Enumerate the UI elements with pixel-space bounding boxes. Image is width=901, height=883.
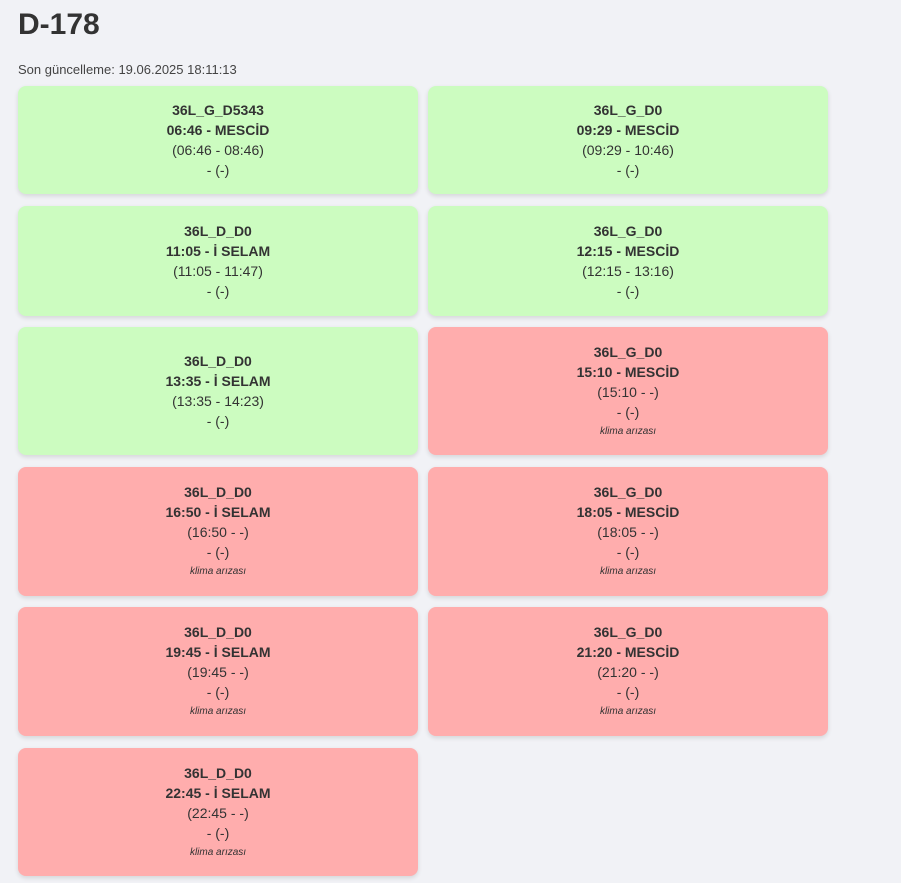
last-updated: Son güncelleme: 19.06.2025 18:11:13 xyxy=(18,62,237,77)
card-extra: - (-) xyxy=(206,413,230,429)
card-extra: - (-) xyxy=(616,403,640,420)
card-range: (12:15 - 13:16) xyxy=(582,263,674,279)
card-code: 36L_D_D0 xyxy=(184,764,252,781)
card-range: (09:29 - 10:46) xyxy=(582,142,674,158)
card-time-place: 12:15 - MESCİD xyxy=(576,243,680,259)
card-note: klima arızası xyxy=(599,425,657,437)
card-extra: - (-) xyxy=(206,684,230,700)
schedule-grid: 36L_G_D5343 06:46 - MESCİD (06:46 - 08:4… xyxy=(18,86,828,876)
schedule-card: 36L_D_D0 16:50 - İ SELAM (16:50 - -) - (… xyxy=(18,467,418,596)
card-time-place: 19:45 - İ SELAM xyxy=(165,644,271,660)
card-code: 36L_D_D0 xyxy=(184,223,252,239)
schedule-card: 36L_G_D0 21:20 - MESCİD (21:20 - -) - (-… xyxy=(428,607,828,736)
card-time-place: 18:05 - MESCİD xyxy=(576,504,680,520)
card-note: klima arızası xyxy=(189,566,247,577)
card-code: 36L_G_D0 xyxy=(593,102,663,118)
card-code: 36L_G_D0 xyxy=(593,624,663,640)
card-time-place: 21:20 - MESCİD xyxy=(576,644,680,660)
card-extra: - (-) xyxy=(616,162,640,178)
card-time-place: 22:45 - İ SELAM xyxy=(165,784,271,801)
card-code: 36L_G_D0 xyxy=(593,223,663,239)
card-extra: - (-) xyxy=(206,283,230,299)
card-range: (15:10 - -) xyxy=(597,383,659,400)
card-time-place: 16:50 - İ SELAM xyxy=(165,504,271,520)
card-extra: - (-) xyxy=(616,283,640,299)
card-time-place: 11:05 - İ SELAM xyxy=(165,243,271,259)
card-range: (19:45 - -) xyxy=(187,664,249,680)
schedule-card: 36L_G_D5343 06:46 - MESCİD (06:46 - 08:4… xyxy=(18,86,418,194)
card-range: (11:05 - 11:47) xyxy=(173,263,263,279)
schedule-card: 36L_G_D0 18:05 - MESCİD (18:05 - -) - (-… xyxy=(428,467,828,596)
card-code: 36L_G_D5343 xyxy=(172,102,264,118)
card-range: (22:45 - -) xyxy=(187,804,249,821)
card-range: (16:50 - -) xyxy=(187,524,249,540)
schedule-card: 36L_D_D0 22:45 - İ SELAM (22:45 - -) - (… xyxy=(18,748,418,876)
schedule-card: 36L_G_D0 15:10 - MESCİD (15:10 - -) - (-… xyxy=(428,327,828,455)
card-note: klima arızası xyxy=(599,706,657,717)
card-code: 36L_D_D0 xyxy=(184,624,252,640)
schedule-card: 36L_D_D0 11:05 - İ SELAM (11:05 - 11:47)… xyxy=(18,206,418,316)
schedule-card: 36L_G_D0 12:15 - MESCİD (12:15 - 13:16) … xyxy=(428,206,828,316)
schedule-card: 36L_G_D0 09:29 - MESCİD (09:29 - 10:46) … xyxy=(428,86,828,194)
card-code: 36L_D_D0 xyxy=(184,353,252,369)
schedule-card: 36L_D_D0 19:45 - İ SELAM (19:45 - -) - (… xyxy=(18,607,418,736)
card-note: klima arızası xyxy=(189,706,247,717)
card-extra: - (-) xyxy=(616,544,640,560)
card-time-place: 06:46 - MESCİD xyxy=(166,122,270,138)
card-extra: - (-) xyxy=(206,544,230,560)
card-code: 36L_G_D0 xyxy=(593,484,663,500)
page-title: D-178 xyxy=(18,8,100,41)
schedule-card: 36L_D_D0 13:35 - İ SELAM (13:35 - 14:23)… xyxy=(18,327,418,455)
card-range: (13:35 - 14:23) xyxy=(172,393,264,409)
card-time-place: 13:35 - İ SELAM xyxy=(165,373,271,389)
card-extra: - (-) xyxy=(616,684,640,700)
card-time-place: 15:10 - MESCİD xyxy=(576,363,680,380)
card-extra: - (-) xyxy=(206,824,230,841)
card-code: 36L_G_D0 xyxy=(593,343,663,360)
card-time-place: 09:29 - MESCİD xyxy=(576,122,680,138)
card-note: klima arızası xyxy=(189,846,247,858)
card-range: (06:46 - 08:46) xyxy=(172,142,264,158)
card-code: 36L_D_D0 xyxy=(184,484,252,500)
card-note: klima arızası xyxy=(599,566,657,577)
card-extra: - (-) xyxy=(206,162,230,178)
card-range: (21:20 - -) xyxy=(597,664,659,680)
card-range: (18:05 - -) xyxy=(597,524,659,540)
